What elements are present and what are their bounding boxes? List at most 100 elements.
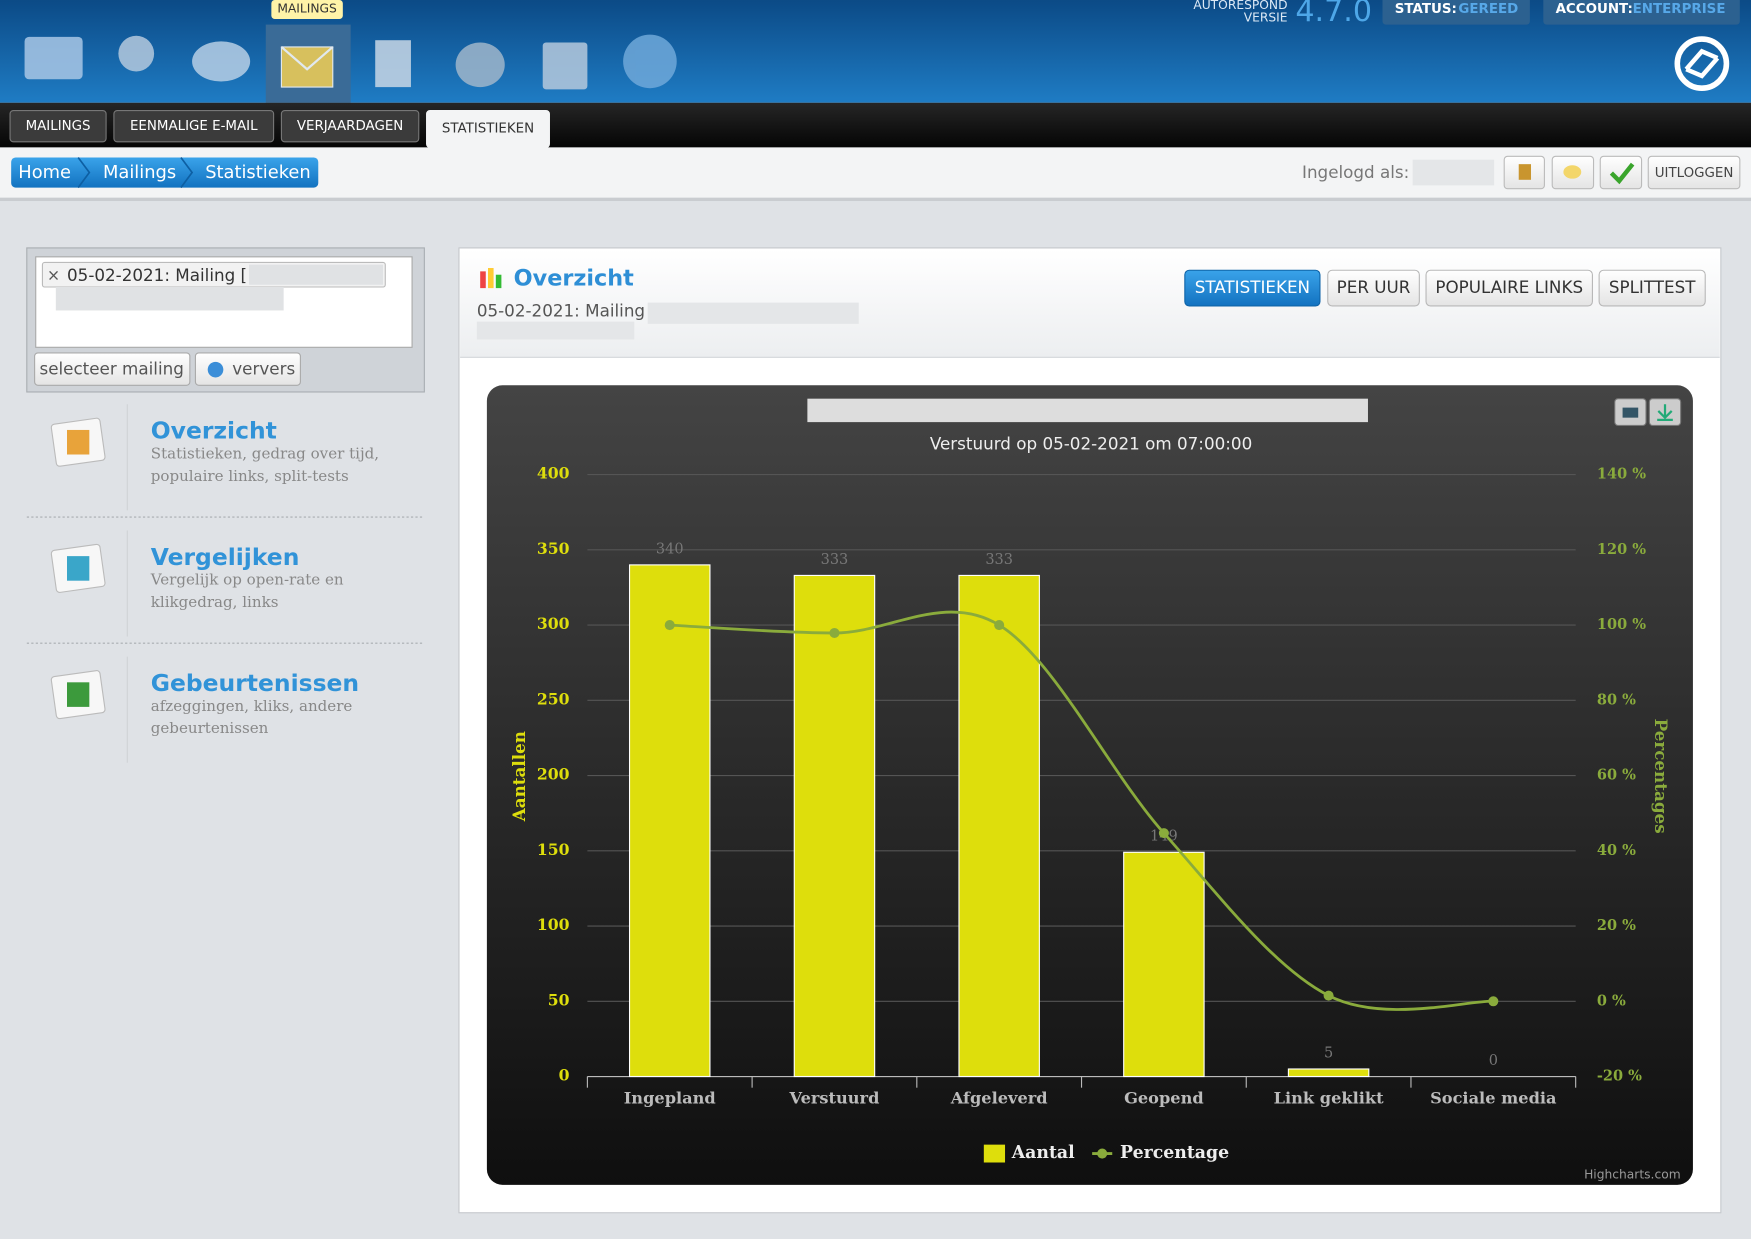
breadcrumb-bg [11,157,319,188]
status-box [1382,0,1530,25]
bar [793,574,876,1078]
breadcrumb[interactable]: Home [18,162,71,183]
sidebar-title[interactable]: Gebeurtenissen [151,669,359,697]
icon-user[interactable] [118,35,155,72]
tab[interactable] [426,110,550,148]
chart-subtitle: Verstuurd op 05-02-2021 om 07:00:00 [930,433,1252,453]
x-tick-label: Link geklikt [1274,1088,1384,1107]
refresh-button[interactable] [194,352,301,386]
tab[interactable] [280,110,420,143]
panel-button-label[interactable]: PER UUR [1337,277,1411,297]
panel-subtitle: 05-02-2021: Mailing [477,301,645,321]
sidebar-title[interactable]: Vergelijken [151,543,300,571]
sidebar-description: gebeurtenissen [151,719,269,737]
tab[interactable] [113,110,275,143]
icon-doc[interactable] [375,40,411,88]
status: GEREED [1458,2,1518,17]
refresh-label[interactable]: ververs [232,359,295,379]
icon-monitor[interactable] [24,36,83,80]
status-label: STATUS: [1395,2,1457,17]
x-tick-label: Geopend [1124,1088,1204,1107]
panel-button[interactable] [1327,269,1420,307]
tab-label[interactable]: EENMALIGE E-MAIL [130,119,258,134]
select-button[interactable] [34,352,191,386]
bar-value-label: 0 [1489,1053,1498,1069]
login-label: Ingelogd als: [1302,162,1409,182]
logout-label[interactable]: UITLOGGEN [1655,166,1734,181]
bar-value-label: 5 [1324,1045,1333,1061]
line-marker [1158,828,1169,839]
icon-save[interactable] [542,42,588,90]
y2-tick-label: 80 % [1597,691,1636,708]
account: ENTERPRISE [1633,2,1726,17]
y-tick-label: 350 [537,539,570,558]
sidebar-description: klikgedrag, links [151,593,279,611]
bar-value-label: 333 [985,552,1013,568]
sidebar-description: Vergelijk op open-rate en [150,571,344,589]
y2-tick-label: 20 % [1597,917,1636,934]
line-marker [1323,990,1334,1001]
tooltip-bg [271,0,343,19]
legend-swatch [1097,1148,1108,1159]
breadcrumb[interactable]: Statistieken [205,162,311,183]
remove-icon[interactable]: × [47,265,60,284]
y2-tick-label: 100 % [1597,616,1646,633]
sidebar-description: Statistieken, gedrag over tijd, [151,445,379,463]
panel-button-label[interactable]: SPLITTEST [1609,277,1696,297]
tooltip: MAILINGS [277,1,337,15]
redacted [55,286,284,311]
y2-axis-title: Percentages [1651,719,1671,834]
y-tick-label: 100 [537,915,570,934]
panel-button-label[interactable]: STATISTIEKEN [1195,277,1310,297]
select-label[interactable]: selecteer mailing [39,359,183,379]
dynamic: MAILINGS EENMALIGE E-MAIL VERJAARDAGEN STAT… [9,110,1706,1181]
tab-label[interactable]: STATISTIEKEN [442,121,534,136]
x-tick-label: Ingepland [624,1088,716,1107]
panel-button[interactable] [1425,269,1593,307]
x-tick-label: Afgeleverd [950,1088,1048,1107]
selected-tag: 05-02-2021: Mailing [ [67,265,247,285]
panel-button[interactable] [1184,269,1321,307]
redacted [807,398,1368,423]
logout-button[interactable] [1647,155,1741,190]
icon-info[interactable] [623,34,677,89]
tab-label[interactable]: VERJAARDAGEN [297,119,404,134]
panel-button[interactable] [1598,269,1706,307]
y2-tick-label: 140 % [1597,466,1646,483]
panel-button-label[interactable]: POPULAIRE LINKS [1435,277,1583,297]
credits[interactable]: Highcharts.com [1584,1167,1681,1181]
sidebar-description: populaire links, split-tests [151,467,349,485]
line-marker [664,620,675,631]
bar [958,574,1040,1078]
sidebar-title[interactable]: Overzicht [151,417,277,445]
version: 4.7.0 [1295,0,1372,29]
bar-value-label: 340 [656,541,684,557]
bar [628,564,711,1078]
y-tick-label: 250 [537,689,570,708]
y-axis-title: Aantallen [509,731,529,822]
panel-title: Overzicht [514,266,634,292]
tab[interactable] [9,110,107,143]
icon-coins[interactable] [455,42,505,88]
redacted [1412,159,1495,186]
y-tick-label: 200 [537,765,570,784]
sidebar-icon-mark [67,556,90,581]
x-tick-label: Sociale media [1430,1088,1557,1107]
y2-tick-label: 120 % [1597,541,1646,558]
y2-tick-label: 0 % [1597,992,1626,1009]
y2-tick-label: -20 % [1597,1068,1642,1085]
legend-label[interactable]: Aantal [1011,1143,1075,1163]
nav-icons [24,34,677,90]
icon-button[interactable] [1599,155,1643,190]
tab-label[interactable]: MAILINGS [26,119,91,134]
line-marker [1488,996,1499,1007]
y2-tick-label: 40 % [1597,842,1636,859]
sidebar-description: afzeggingen, kliks, andere [151,697,353,715]
y-tick-label: 150 [537,840,570,859]
breadcrumb[interactable]: Mailings [103,162,176,183]
chart-area [486,385,1693,1185]
icon-chat[interactable] [192,41,251,82]
redacted [249,264,384,285]
legend-label[interactable]: Percentage [1120,1143,1229,1163]
